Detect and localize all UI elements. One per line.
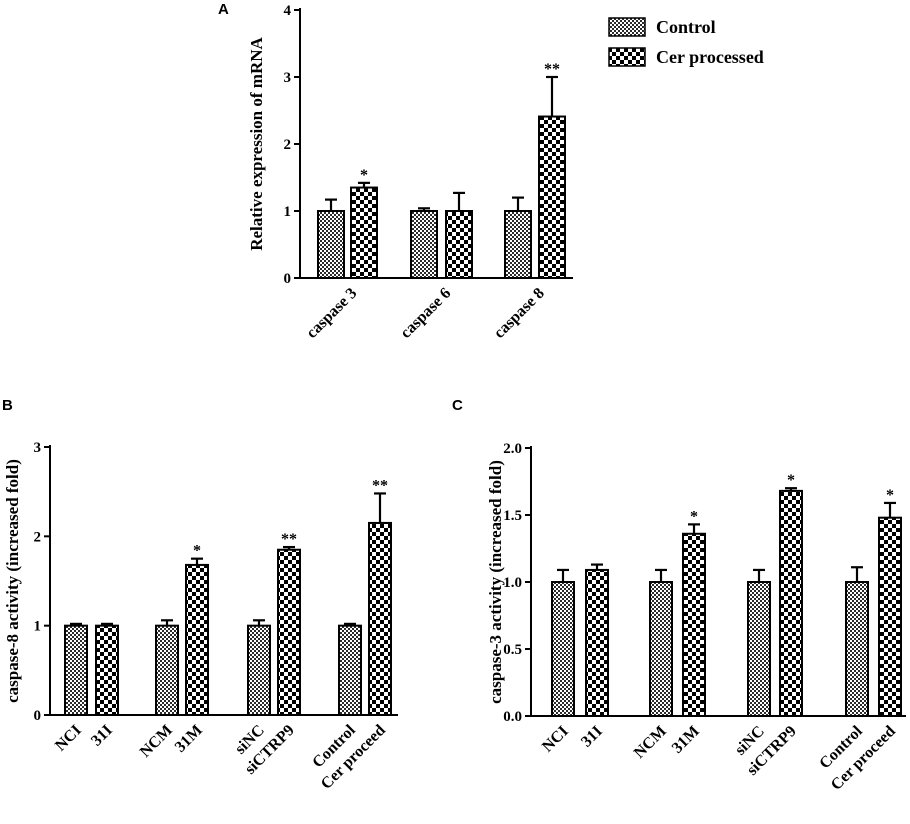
panel-letter-a: A	[218, 1, 229, 18]
bar-treated	[350, 186, 378, 279]
bar-control	[338, 624, 362, 717]
bar-control	[317, 210, 345, 279]
y-tick-label: 1	[34, 619, 42, 635]
bar-control	[551, 581, 575, 717]
legend-treated-label: Cer processed	[656, 47, 764, 67]
panel-letter-c: C	[452, 397, 463, 414]
y-tick-label: 0	[284, 271, 292, 287]
significance-marker: **	[281, 531, 297, 548]
y-tick-label: 0.0	[503, 709, 522, 725]
x-category-label: caspase 3	[303, 285, 360, 342]
panel-letter-b: B	[2, 397, 13, 414]
y-axis-title: caspase-8 activity (increased fold)	[3, 459, 22, 703]
bar-control	[410, 210, 438, 279]
y-tick-label: 2	[284, 137, 292, 153]
legend-control-label: Control	[656, 17, 716, 37]
x-category-label: 31M	[669, 723, 703, 757]
x-category-label: 31I	[578, 723, 606, 751]
bar-treated	[368, 521, 392, 717]
y-tick-label: 0.5	[503, 642, 522, 658]
bar-treated	[445, 210, 473, 279]
bar-control	[504, 210, 532, 279]
y-tick-label: 3	[34, 440, 42, 456]
x-category-label: 31I	[88, 722, 116, 750]
panel-b-chart: 0 1 2 3 caspase-8 activity (increased fold) *…	[3, 440, 398, 793]
significance-marker: *	[886, 487, 894, 504]
y-tick-label: 4	[284, 3, 292, 19]
x-category-label: caspase 6	[397, 285, 454, 342]
bar-treated	[185, 563, 209, 716]
legend-control-swatch	[608, 17, 646, 37]
legend: Control Cer processed	[608, 17, 764, 67]
bar-control	[247, 624, 271, 717]
significance-marker: **	[372, 477, 388, 494]
y-tick-label: 2.0	[503, 441, 522, 457]
y-tick-label: 1.0	[503, 575, 522, 591]
bar-control	[155, 624, 179, 717]
significance-marker: *	[690, 508, 698, 525]
y-tick-label: 0	[34, 708, 42, 724]
bar-control	[747, 581, 771, 717]
bar-treated	[878, 516, 902, 717]
bar-control	[845, 581, 869, 717]
bar-treated	[538, 115, 566, 279]
panel-c-chart: 0.0 0.5 1.0 1.5 2.0 caspase-3 activity (incre…	[486, 441, 906, 794]
bar-control	[649, 581, 673, 717]
x-category-label: NCM	[137, 722, 176, 761]
bar-treated	[277, 548, 301, 716]
x-category-label: caspase 8	[491, 285, 548, 342]
significance-marker: *	[360, 167, 368, 184]
legend-treated-swatch	[608, 47, 646, 67]
significance-marker: *	[787, 472, 795, 489]
significance-marker: **	[544, 61, 560, 78]
significance-marker: *	[193, 543, 201, 560]
bar-treated	[585, 568, 609, 717]
x-category-label: 31M	[172, 722, 206, 756]
y-tick-label: 1	[284, 204, 292, 220]
x-category-label: NCI	[539, 723, 572, 756]
y-axis-title: caspase-3 activity (increased fold)	[486, 460, 505, 704]
bar-treated	[95, 624, 119, 717]
bar-treated	[779, 489, 803, 717]
y-tick-label: 3	[284, 70, 292, 86]
bar-control	[64, 624, 88, 717]
x-category-label: NCI	[52, 722, 85, 755]
x-category-label: NCM	[631, 723, 670, 762]
y-axis-title: Relative expression of mRNA	[247, 36, 266, 250]
y-tick-label: 1.5	[503, 508, 522, 524]
bar-treated	[682, 532, 706, 718]
y-tick-label: 2	[34, 529, 42, 545]
